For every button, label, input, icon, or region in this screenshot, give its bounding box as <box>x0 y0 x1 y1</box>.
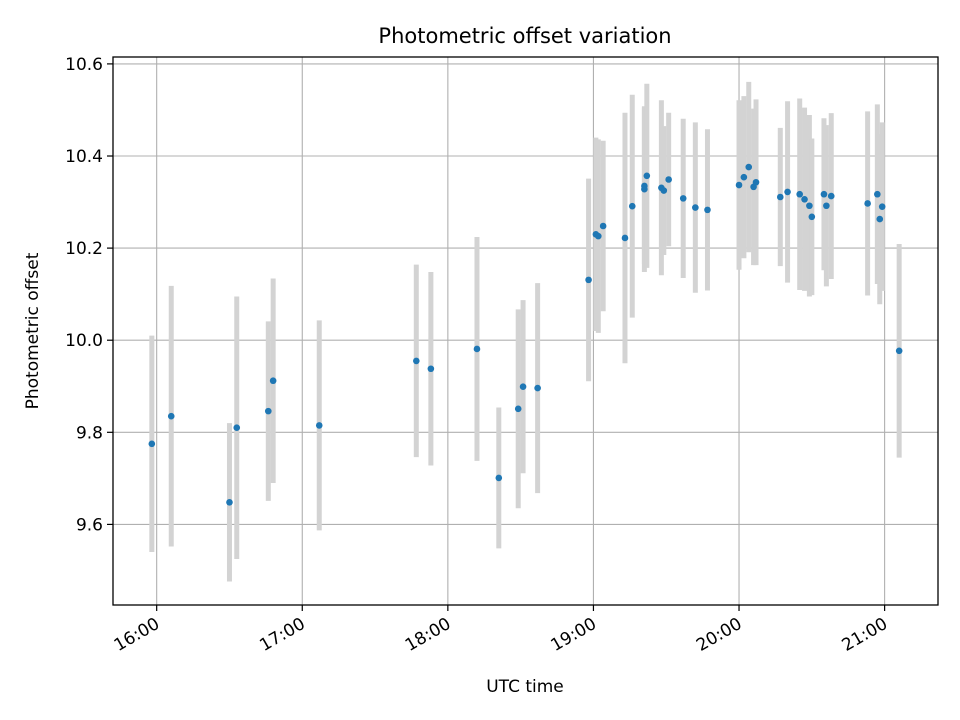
data-point <box>599 222 607 230</box>
data-point <box>823 202 830 210</box>
y-tick-label: 10.6 <box>65 55 103 75</box>
data-point <box>784 188 791 196</box>
data-point <box>628 202 636 210</box>
data-point <box>679 195 687 202</box>
data-point <box>226 499 233 506</box>
data-point <box>641 182 648 190</box>
y-axis-label: Photometric offset <box>23 252 43 409</box>
y-axis-ticks: 9.6 9.8 10.0 10.2 10.4 10.6 <box>65 55 113 535</box>
data-point <box>827 192 835 200</box>
data-point <box>473 345 481 353</box>
y-tick-label: 9.6 <box>76 515 103 535</box>
data-point <box>735 181 743 189</box>
data-point <box>820 190 828 198</box>
data-point <box>806 202 813 210</box>
data-point <box>495 474 503 482</box>
x-axis-label: UTC time <box>486 677 564 697</box>
data-point <box>692 204 699 211</box>
y-tick-label: 9.8 <box>76 423 103 443</box>
data-point <box>864 200 871 207</box>
y-tick-label: 10.4 <box>65 147 103 167</box>
data-point <box>594 232 602 240</box>
data-point <box>519 383 527 391</box>
data-point <box>148 440 156 448</box>
data-point <box>801 195 808 203</box>
data-point <box>534 384 541 392</box>
data-point <box>514 405 522 413</box>
data-points <box>148 163 903 506</box>
data-point <box>796 190 803 198</box>
data-point <box>264 407 272 415</box>
data-point <box>752 178 760 186</box>
y-tick-label: 10.0 <box>65 331 103 351</box>
data-point <box>585 276 592 284</box>
data-point <box>745 163 753 171</box>
y-tick-label: 10.2 <box>65 239 103 259</box>
data-point <box>704 206 711 214</box>
data-point <box>740 173 748 181</box>
data-point <box>427 365 435 373</box>
data-point <box>895 347 903 355</box>
data-point <box>621 234 629 242</box>
data-point <box>269 377 277 385</box>
data-point <box>665 176 672 183</box>
data-point <box>874 190 881 198</box>
data-point <box>878 203 886 210</box>
plot-frame <box>112 56 939 606</box>
data-point <box>413 357 420 365</box>
data-point <box>233 424 241 432</box>
data-point <box>876 215 884 223</box>
data-point <box>808 213 816 221</box>
data-point <box>167 412 175 420</box>
data-point <box>660 187 668 194</box>
chart-title: Photometric offset variation <box>378 24 671 48</box>
data-point <box>776 193 784 201</box>
data-point <box>315 422 323 429</box>
data-point <box>643 172 651 180</box>
